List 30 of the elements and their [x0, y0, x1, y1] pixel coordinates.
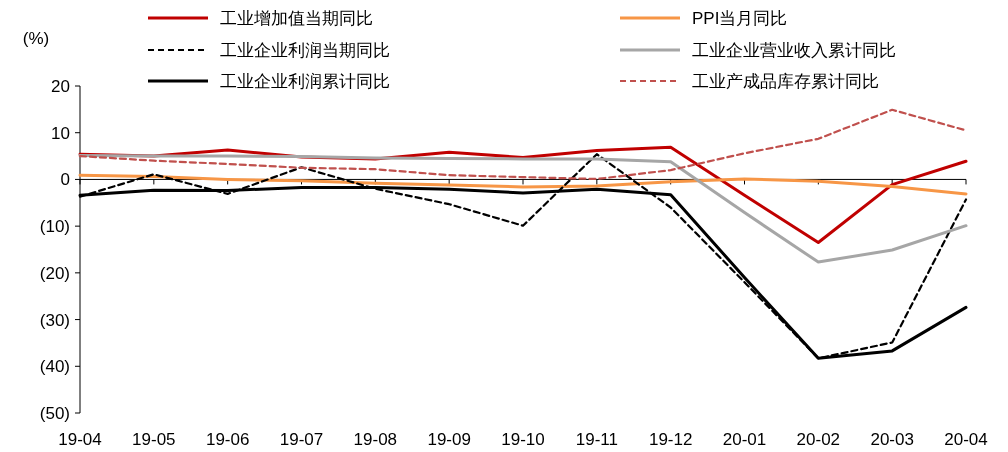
x-tick-label: 19-05 [132, 430, 176, 449]
y-tick-label: 0 [60, 170, 70, 190]
x-tick-label: 20-04 [944, 430, 988, 449]
y-tick-label: (20) [39, 263, 70, 283]
x-tick-label: 20-01 [722, 430, 767, 449]
y-axis-title: (%) [22, 29, 50, 48]
y-tick-label: 10 [51, 123, 70, 143]
x-tick-label: 20-03 [870, 430, 914, 449]
legend-label: 工业企业营业收入累计同比 [692, 41, 896, 60]
line-series [78, 154, 968, 264]
x-tick-label: 19-04 [58, 430, 102, 449]
y-tick-label: 20 [51, 77, 70, 96]
legend-label: 工业企业利润累计同比 [220, 72, 390, 91]
y-tick-label: (40) [39, 357, 70, 377]
legend-label: 工业增加值当期同比 [220, 9, 373, 28]
x-tick-label: 19-09 [427, 430, 471, 449]
legend-label: 工业产成品库存累计同比 [692, 72, 879, 91]
x-tick-label: 20-02 [796, 430, 841, 449]
x-tick-label: 19-07 [279, 430, 324, 449]
legend-label: PPI当月同比 [692, 9, 788, 28]
line-series [78, 173, 968, 196]
legend-label: 工业企业利润当期同比 [220, 41, 390, 60]
y-tick-label: (10) [39, 217, 70, 237]
x-tick-label: 19-11 [575, 430, 618, 449]
y-tick-label: (30) [39, 310, 70, 330]
x-tick-label: 19-06 [205, 430, 250, 449]
x-tick-label: 19-08 [353, 430, 398, 449]
x-tick-label: 19-10 [501, 430, 545, 449]
y-tick-label: (50) [39, 404, 70, 423]
x-tick-label: 19-12 [648, 430, 693, 449]
